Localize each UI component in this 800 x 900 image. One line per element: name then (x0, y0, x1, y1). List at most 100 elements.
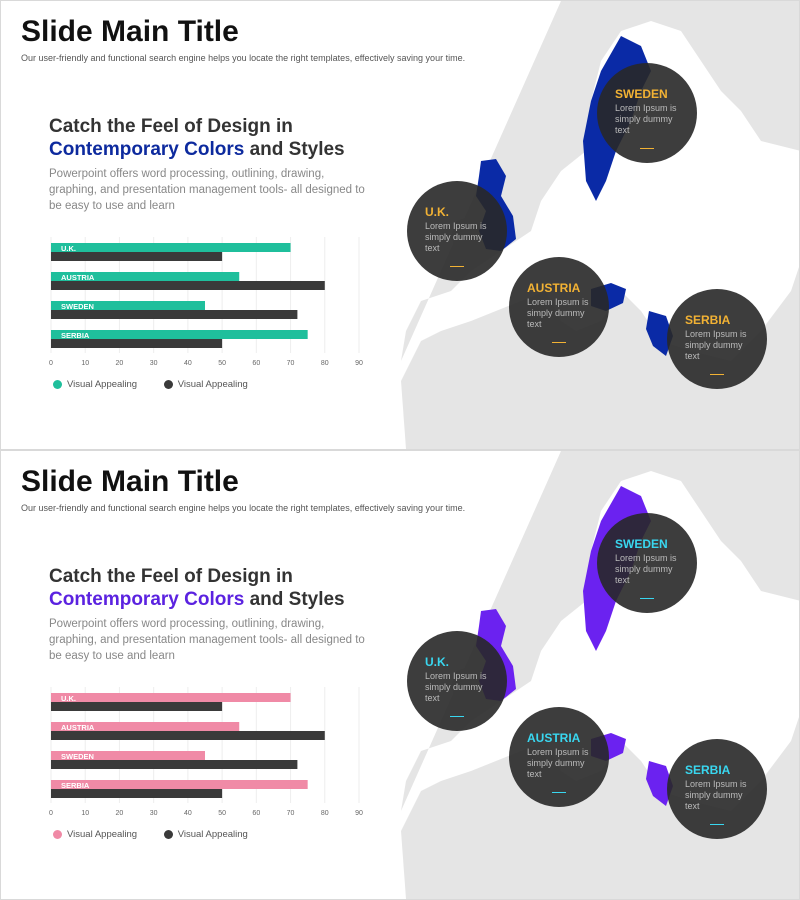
chart-legend: Visual Appealing Visual Appealing (53, 829, 272, 842)
x-tick-label: 10 (81, 360, 89, 367)
bar-chart: 0 10 20 30 40 50 60 70 80 90 U.K. AUSTRIA SWEDEN SERB… (49, 237, 363, 367)
bar-series2 (51, 252, 223, 261)
callout-name: AUSTRIA (527, 731, 581, 745)
category-label: U.K. (61, 694, 76, 703)
legend-dot-icon (53, 380, 62, 389)
callout-name: AUSTRIA (527, 281, 581, 295)
x-tick-label: 20 (116, 810, 124, 817)
bar-series1 (51, 722, 240, 731)
bar-series1 (51, 301, 205, 310)
legend-dot-icon (53, 830, 62, 839)
callout-text: Lorem Ipsum is simply dummy text (685, 329, 747, 361)
slide-subtitle: Our user-friendly and functional search … (21, 503, 466, 513)
callout-divider (552, 342, 566, 343)
x-tick-label: 40 (184, 810, 192, 817)
callout-text: Lorem Ipsum is simply dummy text (615, 553, 677, 585)
callout-serbia: SERBIA Lorem Ipsum is simply dummy text (667, 739, 767, 839)
callout-name: U.K. (425, 205, 449, 219)
bar-series1 (51, 751, 205, 760)
callout-uk: U.K. Lorem Ipsum is simply dummy text (407, 631, 507, 731)
callout-sweden: SWEDEN Lorem Ipsum is simply dummy text (597, 63, 697, 163)
x-tick-label: 20 (116, 360, 124, 367)
callout-text: Lorem Ipsum is simply dummy text (685, 779, 747, 811)
callout-serbia: SERBIA Lorem Ipsum is simply dummy text (667, 289, 767, 389)
callout-name: SERBIA (685, 763, 731, 777)
bar-series1 (51, 272, 240, 281)
bar-series2 (51, 789, 223, 798)
bar-series2 (51, 760, 298, 769)
callout-divider (640, 148, 654, 149)
x-tick-label: 70 (287, 810, 295, 817)
chart-legend: Visual Appealing Visual Appealing (53, 379, 272, 392)
heading-rest: and Styles (244, 589, 345, 610)
x-tick-label: 10 (81, 810, 89, 817)
callout-text: Lorem Ipsum is simply dummy text (527, 297, 589, 329)
callout-divider (710, 374, 724, 375)
legend-dot-icon (163, 830, 173, 839)
callout-name: U.K. (425, 655, 449, 669)
category-label: SWEDEN (61, 302, 94, 311)
bar-series2 (51, 310, 298, 319)
bar-chart: 0 10 20 30 40 50 60 70 80 90 U.K. AUSTRIA SWEDEN SERB… (49, 687, 363, 817)
slide: Slide Main Title Our user-friendly and f… (0, 450, 800, 900)
bar-series2 (51, 731, 325, 740)
callout-text: Lorem Ipsum is simply dummy text (615, 103, 677, 135)
bar-series2 (51, 339, 223, 348)
heading-accent: Contemporary Colors (49, 139, 245, 160)
category-label: SERBIA (61, 781, 90, 790)
legend-item: Visual Appealing (53, 829, 137, 840)
callout-austria: AUSTRIA Lorem Ipsum is simply dummy text (509, 257, 609, 357)
legend-label: Visual Appealing (67, 379, 138, 390)
callout-text: Lorem Ipsum is simply dummy text (425, 671, 487, 703)
map-continent-shape (401, 1, 799, 449)
legend-item: Visual Appealing (163, 829, 248, 840)
heading-line1: Catch the Feel of Design in (49, 116, 293, 137)
slide-title: Slide Main Title (21, 465, 239, 498)
x-tick-label: 90 (355, 810, 363, 817)
callout-text: Lorem Ipsum is simply dummy text (425, 221, 487, 253)
legend-item: Visual Appealing (163, 379, 248, 390)
legend-dot-icon (163, 380, 173, 389)
callout-text: Lorem Ipsum is simply dummy text (527, 747, 589, 779)
heading-accent: Contemporary Colors (49, 589, 245, 610)
slide-title: Slide Main Title (21, 15, 239, 48)
section-heading: Catch the Feel of Design in Contemporary… (49, 115, 345, 161)
callout-uk: U.K. Lorem Ipsum is simply dummy text (407, 181, 507, 281)
x-tick-label: 60 (252, 810, 260, 817)
x-tick-label: 30 (150, 810, 158, 817)
heading-rest: and Styles (244, 139, 345, 160)
callout-divider (450, 716, 464, 717)
map-scandinavia-shape (551, 1, 611, 161)
bar-series2 (51, 702, 223, 711)
map-region-highlight (646, 311, 673, 356)
x-tick-label: 90 (355, 360, 363, 367)
category-label: SWEDEN (61, 752, 94, 761)
legend-label: Visual Appealing (67, 829, 138, 840)
section-heading: Catch the Feel of Design in Contemporary… (49, 565, 345, 611)
description-paragraph: Powerpoint offers word processing, outli… (49, 618, 365, 662)
callout-name: SERBIA (685, 313, 731, 327)
bar-series2 (51, 281, 325, 290)
callout-divider (552, 792, 566, 793)
x-tick-label: 40 (184, 360, 192, 367)
x-tick-label: 30 (150, 360, 158, 367)
bar-series1 (51, 693, 291, 702)
legend-label: Visual Appealing (177, 379, 248, 390)
category-label: AUSTRIA (61, 273, 95, 282)
description-paragraph: Powerpoint offers word processing, outli… (49, 168, 365, 212)
callout-sweden: SWEDEN Lorem Ipsum is simply dummy text (597, 513, 697, 613)
x-tick-label: 50 (218, 360, 226, 367)
legend-label: Visual Appealing (177, 829, 248, 840)
slide: Slide Main Title Our user-friendly and f… (0, 0, 800, 450)
legend-item: Visual Appealing (53, 379, 137, 390)
category-label: SERBIA (61, 331, 90, 340)
x-tick-label: 80 (321, 810, 329, 817)
slide-subtitle: Our user-friendly and functional search … (21, 53, 466, 63)
callout-name: SWEDEN (615, 537, 668, 551)
heading-line1: Catch the Feel of Design in (49, 566, 293, 587)
bar-series1 (51, 330, 308, 339)
x-tick-label: 80 (321, 360, 329, 367)
callout-name: SWEDEN (615, 87, 668, 101)
callout-divider (640, 598, 654, 599)
category-label: AUSTRIA (61, 723, 95, 732)
